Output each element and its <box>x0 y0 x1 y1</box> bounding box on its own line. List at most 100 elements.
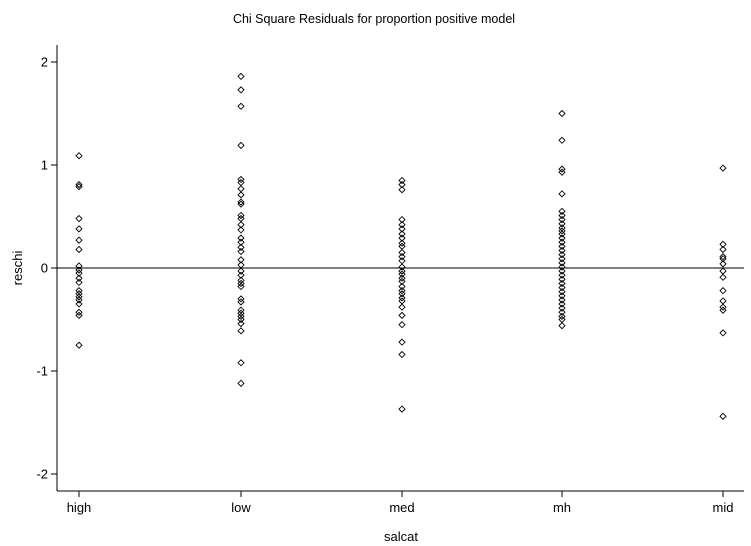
data-point-mh <box>558 322 566 330</box>
data-point-med <box>398 290 406 298</box>
data-point-mid <box>719 329 727 337</box>
data-point-low <box>237 234 245 242</box>
data-point-high <box>75 341 83 349</box>
data-point-low <box>237 86 245 94</box>
data-point-low <box>237 267 245 275</box>
x-tick-label: mh <box>553 500 571 515</box>
data-point-med <box>398 282 406 291</box>
data-point-mh <box>558 242 566 251</box>
data-point-high <box>75 225 83 233</box>
data-point-low <box>237 191 245 199</box>
data-point-mh <box>558 165 566 173</box>
data-point-med <box>398 267 406 275</box>
data-point-mh <box>558 234 566 242</box>
data-point-mh <box>558 227 566 235</box>
data-point-mh <box>558 288 566 296</box>
x-tick-label: med <box>389 500 414 515</box>
data-point-mh <box>558 136 566 144</box>
data-point-mh <box>558 246 566 255</box>
data-point-mh <box>558 263 566 271</box>
data-point-low <box>237 238 245 246</box>
data-point-med <box>398 215 406 224</box>
data-point-mh <box>558 220 566 228</box>
data-point-med <box>398 230 406 238</box>
data-point-mid <box>719 287 727 295</box>
data-point-med <box>398 234 406 242</box>
data-point-med <box>398 221 406 229</box>
data-point-low <box>237 221 245 229</box>
data-point-high <box>75 296 83 304</box>
data-point-low <box>237 279 245 288</box>
data-point-low <box>237 315 245 324</box>
data-point-high <box>75 266 83 274</box>
data-point-med <box>398 176 406 185</box>
y-tick-label: 2 <box>41 55 48 70</box>
data-point-med <box>398 248 406 257</box>
data-point-mh <box>558 238 566 246</box>
data-point-low <box>237 319 245 328</box>
data-point-mh <box>558 207 566 215</box>
data-point-med <box>398 350 406 359</box>
data-point-mh <box>558 259 566 267</box>
data-point-low <box>237 185 245 193</box>
data-point-mh <box>558 304 566 312</box>
data-point-high <box>75 274 83 282</box>
data-point-med <box>398 303 406 311</box>
data-point-high <box>75 214 83 223</box>
y-tick-label: -1 <box>36 364 48 379</box>
data-point-low <box>237 72 245 81</box>
y-axis-label: reschi <box>10 251 25 286</box>
data-point-low <box>237 226 245 234</box>
data-point-mid <box>719 245 727 254</box>
data-point-high <box>75 262 83 270</box>
data-point-low <box>237 379 245 387</box>
data-point-mh <box>558 109 566 118</box>
data-point-low <box>237 359 245 367</box>
data-point-mh <box>558 283 566 292</box>
data-point-low <box>237 327 245 335</box>
data-point-low <box>237 198 245 206</box>
data-point-high <box>75 300 83 308</box>
data-point-mh <box>558 267 566 275</box>
data-point-mh <box>558 271 566 279</box>
data-point-med <box>398 321 406 329</box>
data-point-med <box>398 253 406 261</box>
data-point-med <box>398 270 406 278</box>
data-point-med <box>398 257 406 265</box>
data-point-mh <box>558 279 566 288</box>
data-point-mh <box>558 250 566 259</box>
data-point-med <box>398 405 406 413</box>
x-axis-label: salcat <box>384 529 418 544</box>
data-point-mh <box>558 190 566 198</box>
data-point-low <box>237 295 245 303</box>
data-point-med <box>398 277 406 286</box>
data-point-med <box>398 263 406 271</box>
data-point-low <box>237 256 245 264</box>
data-point-med <box>398 287 406 295</box>
data-point-low <box>237 243 245 252</box>
data-point-low <box>237 312 245 321</box>
data-point-low <box>237 271 245 279</box>
x-tick-label: mid <box>713 500 734 515</box>
data-point-high <box>75 182 83 191</box>
data-point-mh <box>558 255 566 263</box>
data-point-low <box>237 282 245 291</box>
data-point-mh <box>558 308 566 316</box>
data-point-mid <box>719 412 727 420</box>
data-point-mid <box>719 273 727 281</box>
data-point-med <box>398 294 406 302</box>
data-point-mh <box>558 292 566 300</box>
data-point-med <box>398 186 406 194</box>
data-point-med <box>398 180 406 189</box>
data-point-high <box>75 311 83 320</box>
data-point-low <box>237 102 245 110</box>
data-points <box>75 72 727 420</box>
y-tick-label: 1 <box>41 158 48 173</box>
data-point-mid <box>719 267 727 275</box>
data-point-mid <box>719 164 727 172</box>
data-point-low <box>237 200 245 208</box>
data-point-mh <box>558 168 566 176</box>
data-point-mid <box>719 240 727 248</box>
data-point-mh <box>558 312 566 321</box>
